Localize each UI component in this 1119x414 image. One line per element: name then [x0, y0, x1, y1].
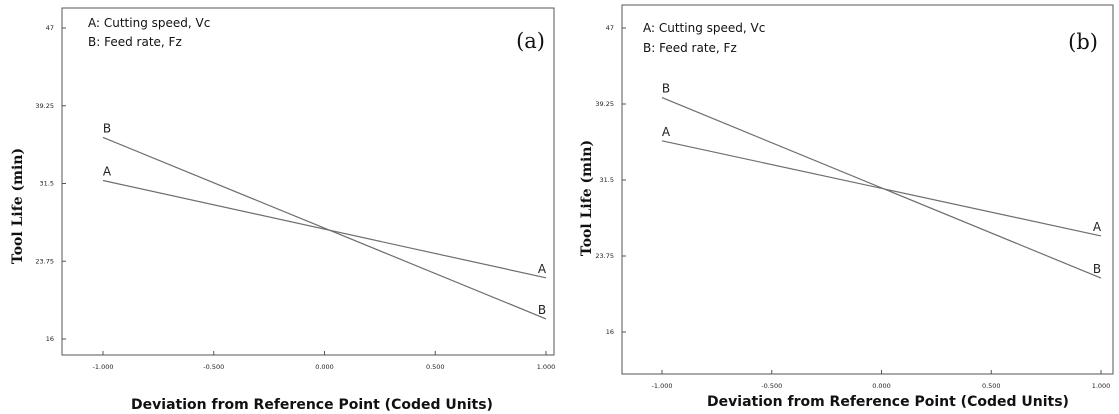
- y-tick-label: 47: [606, 24, 614, 32]
- series-line-b: [661, 97, 1102, 279]
- series-end-label-b: B: [538, 303, 546, 317]
- x-tick-label: -1.000: [652, 382, 673, 390]
- y-tick-label: 23.75: [35, 257, 54, 265]
- y-tick-label: 39.25: [35, 102, 54, 110]
- chart-panel-a: 47 39.25 31.5 23.75 16 -1.000 -0.500 0.000 0.500…: [10, 7, 556, 413]
- plot-frame: [61, 7, 555, 356]
- series-start-label-a: A: [103, 164, 112, 178]
- x-tick-label: 0.000: [872, 382, 891, 390]
- x-tick-label: 0.500: [982, 382, 1001, 390]
- plot-frame: [621, 4, 1114, 375]
- x-tick-label: 0.000: [315, 363, 334, 371]
- panel-label: (a): [516, 29, 545, 53]
- legend-entry: B: Feed rate, Fz: [88, 35, 182, 49]
- x-axis-label: Deviation from Reference Point (Coded Un…: [131, 397, 493, 413]
- x-tick-label: 1.000: [1092, 382, 1111, 390]
- x-axis-label: Deviation from Reference Point (Coded Un…: [707, 394, 1069, 410]
- x-tick-label: -0.500: [761, 382, 782, 390]
- series-start-label-a: A: [662, 125, 671, 139]
- series-end-label-a: A: [1093, 220, 1102, 234]
- series-end-label-b: B: [1093, 262, 1101, 276]
- y-tick-label: 39.25: [595, 100, 614, 108]
- x-tick-label: -1.000: [93, 363, 114, 371]
- y-tick-label: 16: [606, 328, 614, 336]
- y-axis-label: Tool Life (min): [10, 148, 26, 264]
- legend-entry: A: Cutting speed, Vc: [88, 16, 210, 30]
- legend-entry: B: Feed rate, Fz: [643, 41, 737, 55]
- series-start-label-b: B: [662, 82, 670, 96]
- series-start-label-b: B: [103, 121, 111, 135]
- x-tick-label: 0.500: [426, 363, 445, 371]
- legend-entry: A: Cutting speed, Vc: [643, 21, 765, 35]
- x-tick-label: -0.500: [203, 363, 224, 371]
- chart-panel-b: 47 39.25 31.5 23.75 16 -1.000 -0.500 0.000 0.500…: [579, 4, 1114, 410]
- series-line-b: [102, 136, 547, 320]
- y-tick-label: 23.75: [595, 252, 614, 260]
- y-tick-label: 47: [46, 24, 54, 32]
- y-tick-label: 16: [46, 335, 54, 343]
- y-tick-label: 31.5: [40, 180, 54, 188]
- y-axis-label: Tool Life (min): [579, 140, 595, 256]
- panel-label: (b): [1068, 30, 1098, 54]
- series-line-a: [102, 179, 547, 279]
- series-end-label-a: A: [538, 262, 547, 276]
- x-tick-label: 1.000: [537, 363, 556, 371]
- y-tick-label: 31.5: [600, 176, 614, 184]
